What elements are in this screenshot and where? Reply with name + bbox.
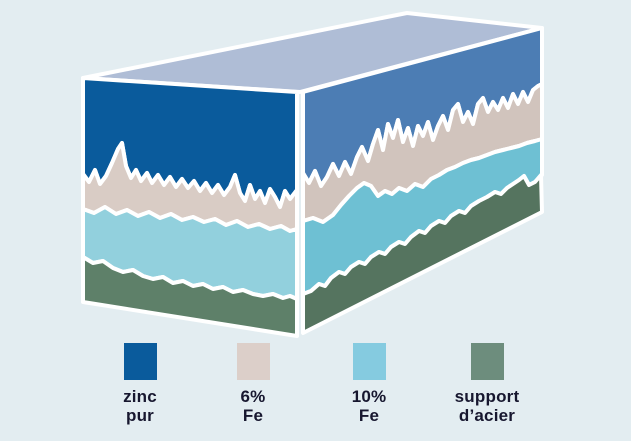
legend-item-support-acier: support d’acier: [432, 343, 542, 425]
legend-label-support-acier: support d’acier: [432, 387, 542, 425]
legend-swatch-fe-6: [236, 343, 270, 380]
legend: zinc pur 6% Fe 10% Fe: [0, 343, 631, 438]
legend-swatch-zinc-pur: [123, 343, 157, 380]
legend-label-line: pur: [126, 406, 154, 425]
legend-label-line: d’acier: [458, 406, 516, 425]
legend-label-line: Fe: [242, 406, 264, 425]
legend-label-fe-6: 6% Fe: [198, 387, 308, 425]
legend-label-line: Fe: [358, 406, 380, 425]
legend-swatch-support-acier: [470, 343, 504, 380]
legend-label-line: 10%: [351, 387, 387, 406]
legend-label-line: 6%: [240, 387, 266, 406]
legend-item-fe-10: 10% Fe: [314, 343, 424, 425]
box-group: [81, 11, 544, 338]
legend-item-zinc-pur: zinc pur: [85, 343, 195, 425]
legend-label-line: support: [454, 387, 520, 406]
legend-swatch-fe-10: [352, 343, 386, 380]
legend-item-fe-6: 6% Fe: [198, 343, 308, 425]
side-face-steel-layer: [301, 173, 544, 335]
front-face-steel-layer: [81, 255, 299, 338]
legend-label-fe-10: 10% Fe: [314, 387, 424, 425]
legend-label-zinc-pur: zinc pur: [85, 387, 195, 425]
legend-label-line: zinc: [123, 387, 157, 406]
